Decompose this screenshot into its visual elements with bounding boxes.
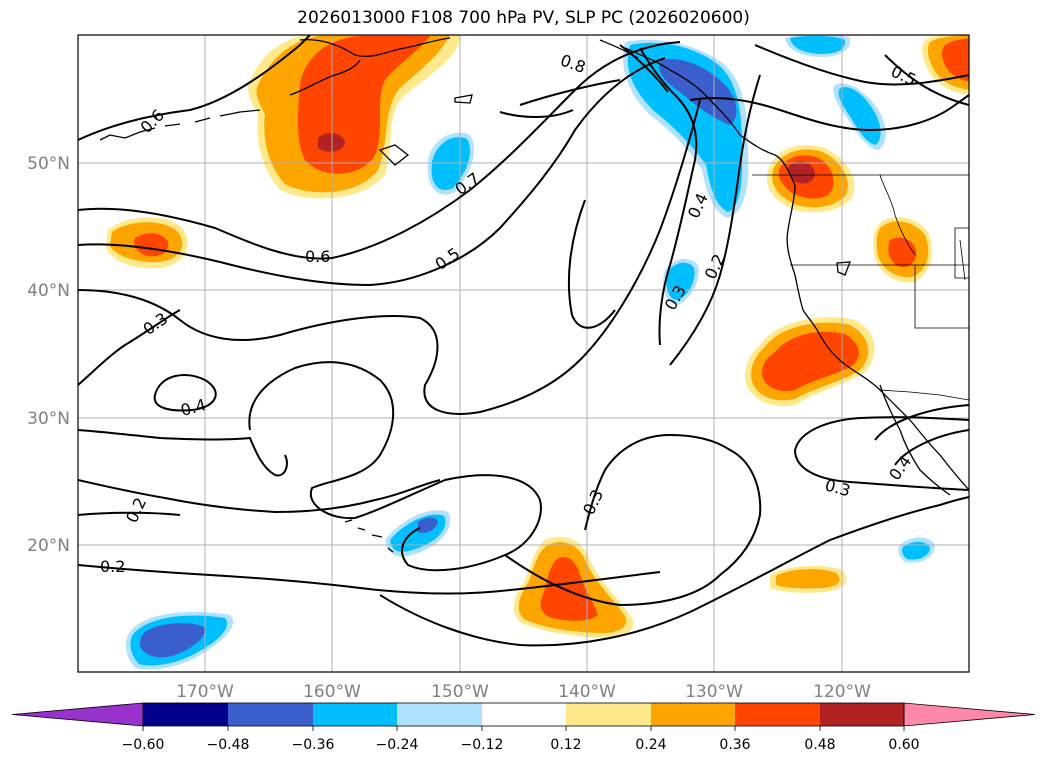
slp-contours [78, 35, 969, 647]
colorbar-tick-label: −0.24 [376, 737, 419, 753]
positive-anomaly-ne-corner [922, 35, 969, 95]
coastlines [99, 37, 969, 553]
colorbar-segment [397, 703, 482, 726]
colorbar: −0.60 −0.48 −0.36 −0.24 −0.12 0.12 0.24 … [11, 702, 1036, 753]
longitude-labels: 170°W 160°W 150°W 140°W 130°W 120°W [176, 682, 871, 702]
political-borders [752, 174, 969, 401]
lon-label-170w: 170°W [176, 682, 234, 702]
positive-anomaly-alaska [248, 35, 460, 199]
contour-label: 0.6 [305, 247, 330, 266]
lon-label-160w: 160°W [303, 682, 361, 702]
colorbar-segment [143, 703, 228, 726]
colorbar-segment [820, 703, 904, 726]
positive-anomaly-tropical [513, 536, 634, 639]
colorbar-extend-max [903, 702, 1036, 727]
negative-anomaly-small [125, 35, 935, 670]
colorbar-tick-label: 0.36 [719, 737, 750, 753]
colorbar-segment [566, 703, 651, 726]
colorbar-tick-label: −0.48 [207, 737, 250, 753]
colorbar-segment [313, 703, 397, 726]
colorbar-segment [228, 703, 313, 726]
lat-label-50n: 50°N [27, 154, 70, 174]
lon-label-130w: 130°W [685, 682, 743, 702]
colorbar-tick-label: −0.60 [122, 737, 165, 753]
colorbar-tick-label: −0.36 [292, 737, 335, 753]
lat-label-30n: 30°N [27, 409, 70, 429]
positive-anomaly-small-east [770, 565, 847, 593]
lat-label-40n: 40°N [27, 281, 70, 301]
colorbar-segment [735, 703, 820, 726]
colorbar-tick-label: 0.60 [888, 737, 919, 753]
latitude-labels: 50°N 40°N 30°N 20°N [27, 154, 70, 556]
contour-label: 0.2 [100, 557, 125, 576]
colorbar-tick-label: −0.12 [461, 737, 504, 753]
colorbar-tick-label: 0.24 [635, 737, 666, 753]
colorbar-extend-min [11, 702, 144, 727]
map-frame [77, 34, 970, 673]
positive-anomaly-nevada [873, 216, 932, 283]
colorbar-tick-label: 0.48 [804, 737, 835, 753]
colorbar-segment [482, 703, 566, 726]
lat-label-20n: 20°N [27, 536, 70, 556]
positive-anomaly-west-pacific [106, 217, 188, 269]
colorbar-tick-label: 0.12 [550, 737, 581, 753]
colorbar-segment [651, 703, 735, 726]
map-title: 2026013000 F108 700 hPa PV, SLP PC (2026… [297, 8, 750, 28]
lon-label-150w: 150°W [431, 682, 489, 702]
positive-anomaly-bc [766, 144, 855, 213]
lon-label-140w: 140°W [558, 682, 616, 702]
lon-label-120w: 120°W [813, 682, 871, 702]
map-panel: 0.6 0.8 0.5 0.7 0.6 0.5 0.4 0.2 0.3 0.3 … [78, 35, 969, 672]
